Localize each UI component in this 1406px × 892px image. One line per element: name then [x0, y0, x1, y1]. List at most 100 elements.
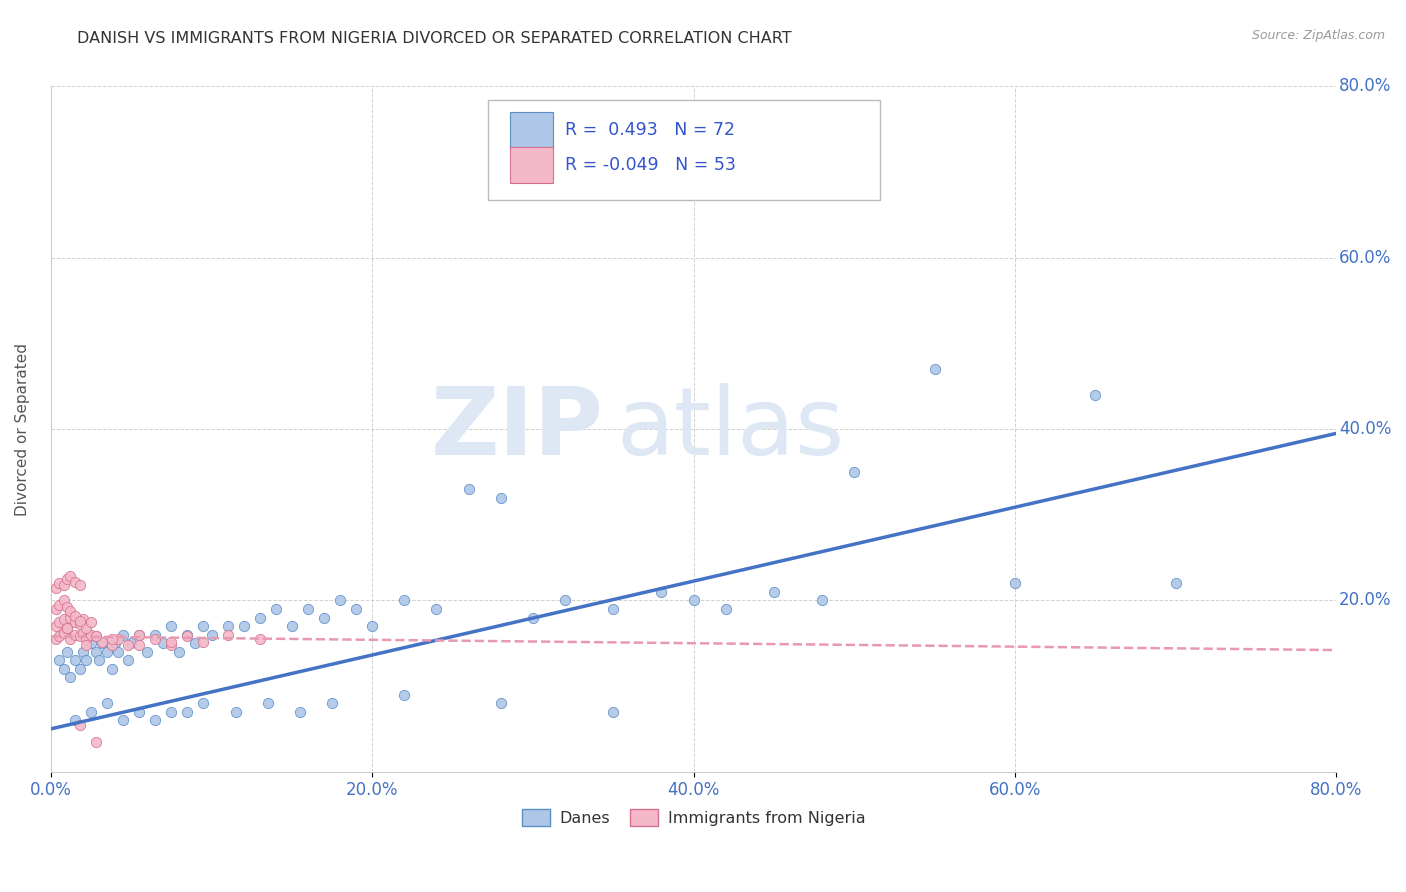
- Point: [457, 482, 479, 496]
- Point: [193, 696, 215, 710]
- Point: [59, 632, 82, 646]
- Text: ZIP: ZIP: [430, 383, 603, 475]
- Text: DANISH VS IMMIGRANTS FROM NIGERIA DIVORCED OR SEPARATED CORRELATION CHART: DANISH VS IMMIGRANTS FROM NIGERIA DIVORC…: [77, 31, 792, 46]
- FancyBboxPatch shape: [510, 112, 554, 147]
- Point: [104, 636, 127, 650]
- Point: [193, 619, 215, 633]
- Point: [101, 632, 124, 646]
- Point: [63, 714, 86, 728]
- Point: [84, 735, 107, 749]
- Point: [96, 696, 118, 710]
- Point: [56, 600, 79, 615]
- Point: [59, 671, 82, 685]
- Point: [217, 619, 239, 633]
- Point: [117, 638, 139, 652]
- Point: [59, 604, 82, 618]
- Point: [602, 705, 624, 719]
- Point: [69, 629, 91, 643]
- Point: [52, 626, 75, 640]
- Point: [425, 602, 447, 616]
- Point: [176, 705, 198, 719]
- Point: [96, 645, 118, 659]
- Point: [107, 645, 129, 659]
- Point: [160, 638, 183, 652]
- Text: 60.0%: 60.0%: [1339, 249, 1392, 267]
- Point: [63, 615, 86, 629]
- Point: [217, 627, 239, 641]
- Text: 40.0%: 40.0%: [1339, 420, 1392, 438]
- Point: [75, 653, 97, 667]
- Point: [80, 615, 103, 629]
- Point: [136, 645, 159, 659]
- Point: [1084, 388, 1107, 402]
- Legend: Danes, Immigrants from Nigeria: Danes, Immigrants from Nigeria: [515, 803, 872, 832]
- Point: [84, 645, 107, 659]
- Point: [329, 593, 352, 607]
- Text: 20.0%: 20.0%: [1339, 591, 1392, 609]
- Y-axis label: Divorced or Separated: Divorced or Separated: [15, 343, 30, 516]
- Point: [117, 653, 139, 667]
- Point: [152, 636, 174, 650]
- Point: [143, 714, 166, 728]
- Point: [84, 629, 107, 643]
- Point: [489, 491, 512, 505]
- Point: [72, 626, 94, 640]
- Point: [143, 627, 166, 641]
- Point: [249, 610, 271, 624]
- Point: [225, 705, 247, 719]
- Point: [264, 602, 287, 616]
- Point: [48, 615, 70, 629]
- Point: [80, 636, 103, 650]
- Point: [193, 634, 215, 648]
- Point: [762, 584, 785, 599]
- Point: [160, 634, 183, 648]
- Point: [56, 621, 79, 635]
- Point: [554, 593, 576, 607]
- Point: [56, 572, 79, 586]
- Point: [112, 627, 135, 641]
- Text: 80.0%: 80.0%: [1339, 78, 1392, 95]
- Point: [120, 636, 142, 650]
- Point: [101, 662, 124, 676]
- Text: R = -0.049   N = 53: R = -0.049 N = 53: [565, 156, 735, 174]
- Point: [45, 619, 67, 633]
- Point: [844, 465, 866, 479]
- Point: [59, 610, 82, 624]
- Point: [714, 602, 737, 616]
- Point: [45, 602, 67, 616]
- Point: [232, 619, 254, 633]
- Point: [52, 612, 75, 626]
- Point: [52, 593, 75, 607]
- Point: [63, 627, 86, 641]
- Point: [80, 705, 103, 719]
- Point: [69, 614, 91, 628]
- Point: [52, 578, 75, 592]
- Point: [176, 629, 198, 643]
- Point: [321, 696, 343, 710]
- Point: [176, 627, 198, 641]
- Point: [489, 696, 512, 710]
- Point: [522, 610, 544, 624]
- Point: [650, 584, 672, 599]
- Point: [91, 634, 114, 648]
- Text: Source: ZipAtlas.com: Source: ZipAtlas.com: [1251, 29, 1385, 42]
- Point: [200, 627, 222, 641]
- Point: [107, 632, 129, 646]
- Point: [56, 645, 79, 659]
- Point: [48, 598, 70, 612]
- Point: [91, 636, 114, 650]
- Point: [602, 602, 624, 616]
- Point: [52, 662, 75, 676]
- Point: [394, 593, 416, 607]
- Point: [45, 632, 67, 646]
- Point: [45, 581, 67, 595]
- Point: [128, 627, 150, 641]
- Point: [80, 627, 103, 641]
- Point: [344, 602, 367, 616]
- Point: [87, 653, 110, 667]
- Point: [56, 621, 79, 635]
- Point: [143, 632, 166, 646]
- Point: [924, 362, 946, 376]
- Point: [48, 576, 70, 591]
- Point: [811, 593, 834, 607]
